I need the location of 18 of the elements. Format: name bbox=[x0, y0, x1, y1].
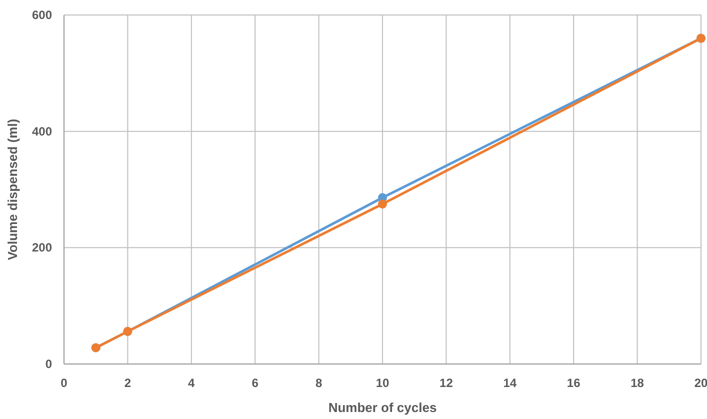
x-tick-label: 14 bbox=[503, 376, 517, 390]
x-axis-title: Number of cycles bbox=[328, 400, 437, 415]
x-tick-label: 20 bbox=[694, 376, 707, 390]
y-axis-title: Volume dispensed (ml) bbox=[5, 118, 20, 260]
y-tick-label: 400 bbox=[32, 124, 52, 138]
x-tick-label: 0 bbox=[60, 376, 68, 390]
x-tick-label: 6 bbox=[252, 376, 259, 390]
x-tick-label: 16 bbox=[566, 376, 581, 390]
x-tick-label: 10 bbox=[376, 376, 390, 390]
x-tick-label: 12 bbox=[440, 376, 454, 390]
y-tick-label: 600 bbox=[32, 8, 52, 22]
y-tick-label: 200 bbox=[32, 240, 52, 255]
x-tick-label: 8 bbox=[315, 376, 322, 390]
x-tick-label: 4 bbox=[188, 376, 196, 390]
x-tick-label: 2 bbox=[124, 376, 132, 390]
point bbox=[378, 200, 387, 209]
x-tick-label: 18 bbox=[630, 376, 644, 390]
y-tick-label: 0 bbox=[45, 357, 52, 371]
